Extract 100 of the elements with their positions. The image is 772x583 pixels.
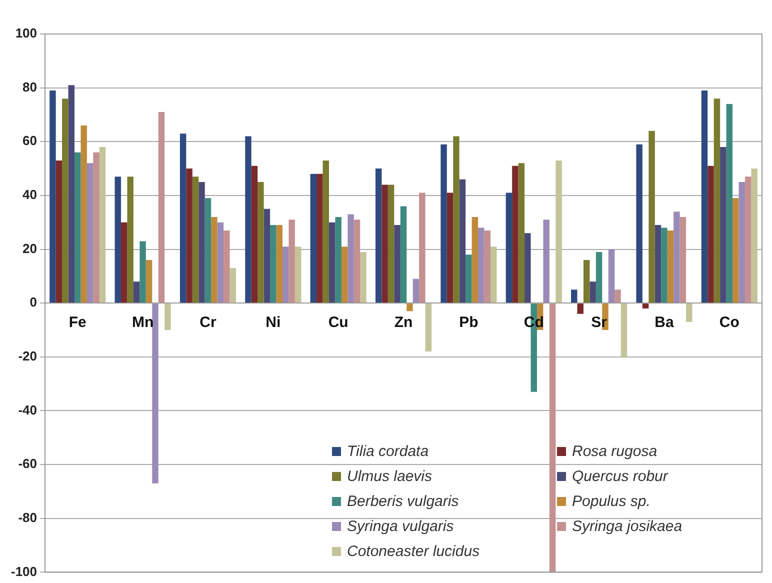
y-tick-label: 0 <box>30 294 38 310</box>
bar <box>484 230 490 303</box>
bar <box>701 90 708 303</box>
bar <box>80 125 87 303</box>
x-tick-label: Fe <box>68 314 86 332</box>
bar <box>264 208 270 303</box>
bar <box>245 136 252 303</box>
bar <box>472 216 478 303</box>
bar <box>686 304 692 322</box>
bar <box>478 228 484 303</box>
bar <box>636 144 642 303</box>
legend-label: Syringa vulgaris <box>347 518 454 536</box>
legend-label: Populus sp. <box>572 493 650 510</box>
bar <box>648 130 655 303</box>
bar <box>744 176 752 303</box>
bar <box>140 241 146 303</box>
bar <box>667 230 674 303</box>
bar <box>571 290 578 303</box>
y-tick-label: 20 <box>22 240 38 256</box>
bar <box>294 246 302 303</box>
bar <box>180 134 186 303</box>
bar <box>732 198 739 303</box>
bar <box>74 152 81 303</box>
bar <box>714 98 720 303</box>
bar <box>726 104 733 303</box>
bar <box>608 249 615 303</box>
bar <box>620 304 628 357</box>
bar <box>62 98 68 303</box>
x-tick-label: Cd <box>524 314 544 332</box>
bar <box>230 268 236 303</box>
bar <box>419 192 426 303</box>
bar <box>354 220 360 303</box>
bar <box>490 246 497 303</box>
bar <box>217 222 224 303</box>
y-tick-label: -20 <box>18 348 38 364</box>
bar <box>50 90 56 303</box>
bar <box>56 160 62 303</box>
bar <box>506 192 512 303</box>
bar <box>446 192 454 303</box>
bar <box>341 246 348 303</box>
bar <box>382 184 388 303</box>
bar <box>400 206 407 303</box>
y-tick-label: 100 <box>15 26 38 41</box>
bar <box>577 304 584 314</box>
bar <box>186 168 192 303</box>
bar <box>251 166 258 303</box>
bar <box>543 220 550 303</box>
bar <box>440 144 447 303</box>
bar <box>708 166 714 303</box>
bar <box>394 225 400 303</box>
y-tick-label: 40 <box>22 187 38 202</box>
bar <box>133 282 140 303</box>
legend-label: Ulmus laevis <box>347 468 432 486</box>
y-tick-label: -100 <box>10 564 38 579</box>
bar <box>316 174 323 303</box>
bar <box>152 304 158 484</box>
bar <box>211 216 218 303</box>
bar <box>720 147 726 303</box>
x-tick-label: Ni <box>266 314 281 332</box>
bar <box>425 304 432 352</box>
bar <box>114 176 121 303</box>
bar <box>590 282 596 303</box>
bar <box>751 168 758 303</box>
y-tick-label: -60 <box>18 456 38 472</box>
bar <box>459 179 466 303</box>
bar <box>614 290 621 303</box>
y-tick-label: -80 <box>18 510 38 525</box>
bar <box>642 304 649 308</box>
bar <box>198 182 205 303</box>
bar <box>224 230 230 303</box>
bar <box>328 222 336 303</box>
bar <box>375 168 382 303</box>
x-tick-label: Ba <box>654 314 674 332</box>
bar <box>360 252 366 303</box>
bar <box>288 220 295 303</box>
y-tick-label: -40 <box>18 402 38 418</box>
legend-label: Cotoneaster lucidus <box>347 543 480 560</box>
bar <box>310 174 317 303</box>
x-tick-label: Co <box>719 314 740 332</box>
bar <box>335 216 342 303</box>
bar <box>93 152 100 303</box>
bar <box>127 176 134 303</box>
bar <box>661 228 668 303</box>
bar <box>583 260 590 303</box>
bar <box>146 260 152 303</box>
bar <box>654 225 662 303</box>
legend-label: Rosa rugosa <box>572 443 658 460</box>
bar <box>596 252 602 303</box>
bar <box>276 225 282 303</box>
bar <box>270 225 276 303</box>
bar <box>99 147 106 303</box>
bar <box>512 166 518 303</box>
bar <box>86 163 94 303</box>
bar <box>164 304 171 330</box>
x-tick-label: Pb <box>459 314 478 332</box>
y-tick-label: 80 <box>22 79 38 94</box>
legend-label: Berberis vulgaris <box>347 493 459 510</box>
x-tick-label: Zn <box>394 314 413 332</box>
bar <box>348 214 354 303</box>
y-tick-label: 60 <box>22 133 38 148</box>
